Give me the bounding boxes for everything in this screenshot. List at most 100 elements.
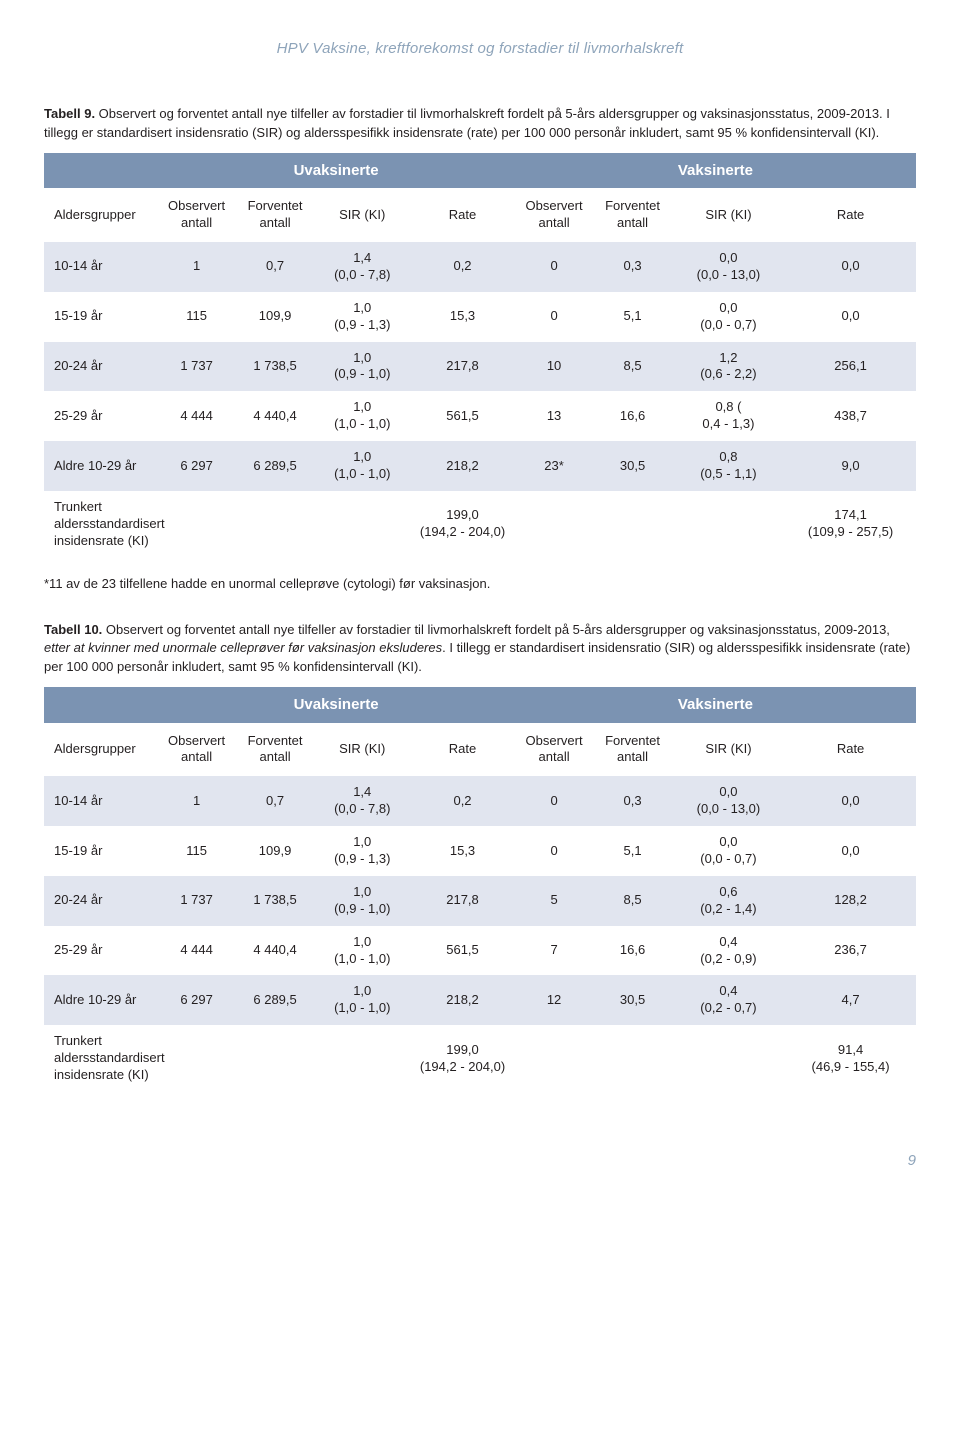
- table10-cell: 0,3: [593, 776, 671, 826]
- table10-group-blank: [44, 687, 157, 723]
- table9-footnote: *11 av de 23 tilfellene hadde en unormal…: [44, 576, 916, 591]
- table10-cell: 0,2: [410, 776, 515, 826]
- table10-group-header-row: Uvaksinerte Vaksinerte: [44, 687, 916, 723]
- table10-cell: 0,0(0,0 - 13,0): [672, 776, 785, 826]
- table10-cell: 8,5: [593, 876, 671, 926]
- table10-cell: 16,6: [593, 926, 671, 976]
- table9-row: 20-24 år1 7371 738,51,0(0,9 - 1,0)217,81…: [44, 342, 916, 392]
- table9-row: 10-14 år10,71,4(0,0 - 7,8)0,200,30,0(0,0…: [44, 242, 916, 292]
- table9-cell: 256,1: [785, 342, 916, 392]
- table10-caption-italic: etter at kvinner med unormale celleprøve…: [44, 640, 442, 655]
- table10-cell: 1,0(0,9 - 1,0): [314, 876, 410, 926]
- table9-cell: 0,2: [410, 242, 515, 292]
- table9-cell: [593, 491, 671, 558]
- table10-row: 15-19 år115109,91,0(0,9 - 1,3)15,305,10,…: [44, 826, 916, 876]
- table10-cell: 561,5: [410, 926, 515, 976]
- table9-row: 25-29 år4 4444 440,41,0(1,0 - 1,0)561,51…: [44, 391, 916, 441]
- table9-cell: 0,3: [593, 242, 671, 292]
- table10-cell: 5: [515, 876, 593, 926]
- table10-cell: 1,0(1,0 - 1,0): [314, 975, 410, 1025]
- table10-cell: 6 297: [157, 975, 235, 1025]
- table10-caption-body-a: Observert og forventet antall nye tilfel…: [102, 622, 890, 637]
- table10-cell: 0,4(0,2 - 0,9): [672, 926, 785, 976]
- table10-cell: 5,1: [593, 826, 671, 876]
- table9-cell: 1,0(1,0 - 1,0): [314, 391, 410, 441]
- table10-cell: 115: [157, 826, 235, 876]
- table9-col-7: SIR (KI): [672, 188, 785, 242]
- table9-cell: 10: [515, 342, 593, 392]
- table10-body: 10-14 år10,71,4(0,0 - 7,8)0,200,30,0(0,0…: [44, 776, 916, 1092]
- table9-col-1: Observert antall: [157, 188, 235, 242]
- table10-group-unvacc: Uvaksinerte: [157, 687, 514, 723]
- table10-cell: 91,4(46,9 - 155,4): [785, 1025, 916, 1092]
- table9-cell: 20-24 år: [44, 342, 157, 392]
- table9: Uvaksinerte Vaksinerte Aldersgrupper Obs…: [44, 153, 916, 558]
- table9-cell: 15,3: [410, 292, 515, 342]
- document-header: HPV Vaksine, kreftforekomst og forstadie…: [44, 40, 916, 57]
- table9-col-header-row: Aldersgrupper Observert antall Forventet…: [44, 188, 916, 242]
- table10-cell: 15-19 år: [44, 826, 157, 876]
- table10-col-3: SIR (KI): [314, 723, 410, 777]
- table10-cell: 4 444: [157, 926, 235, 976]
- table10-group-vacc: Vaksinerte: [515, 687, 916, 723]
- table9-col-4: Rate: [410, 188, 515, 242]
- table10-cell: 0,4(0,2 - 0,7): [672, 975, 785, 1025]
- table10-cell: 0: [515, 826, 593, 876]
- table9-cell: 1,2(0,6 - 2,2): [672, 342, 785, 392]
- table10-cell: 25-29 år: [44, 926, 157, 976]
- table9-group-header-row: Uvaksinerte Vaksinerte: [44, 153, 916, 189]
- table10-cell: 109,9: [236, 826, 314, 876]
- table9-cell: 199,0(194,2 - 204,0): [410, 491, 515, 558]
- table10-cell: 10-14 år: [44, 776, 157, 826]
- table9-cell: [236, 491, 314, 558]
- table9-row: 15-19 år115109,91,0(0,9 - 1,3)15,305,10,…: [44, 292, 916, 342]
- table9-cell: 0,0: [785, 242, 916, 292]
- table9-cell: 109,9: [236, 292, 314, 342]
- table10-caption: Tabell 10. Observert og forventet antall…: [44, 621, 916, 678]
- table10-cell: 7: [515, 926, 593, 976]
- table9-cell: 5,1: [593, 292, 671, 342]
- table9-cell: 9,0: [785, 441, 916, 491]
- table9-cell: 6 297: [157, 441, 235, 491]
- table10-col-6: Forventet antall: [593, 723, 671, 777]
- table9-cell: Trunkert aldersstandardisert insidensrat…: [44, 491, 157, 558]
- table9-cell: 23*: [515, 441, 593, 491]
- table9-cell: [672, 491, 785, 558]
- table10-col-7: SIR (KI): [672, 723, 785, 777]
- table9-cell: 1 737: [157, 342, 235, 392]
- table9-cell: 1,0(0,9 - 1,3): [314, 292, 410, 342]
- table9-group-vacc: Vaksinerte: [515, 153, 916, 189]
- table9-cell: 561,5: [410, 391, 515, 441]
- table10-col-4: Rate: [410, 723, 515, 777]
- table9-cell: 1,4(0,0 - 7,8): [314, 242, 410, 292]
- table10-cell: 1 738,5: [236, 876, 314, 926]
- table9-cell: [515, 491, 593, 558]
- page-number: 9: [44, 1152, 916, 1169]
- table9-caption-body: Observert og forventet antall nye tilfel…: [44, 106, 890, 140]
- table10-cell: [157, 1025, 235, 1092]
- table10-cell: 0,6(0,2 - 1,4): [672, 876, 785, 926]
- table10-cell: 218,2: [410, 975, 515, 1025]
- table10-row: Aldre 10-29 år6 2976 289,51,0(1,0 - 1,0)…: [44, 975, 916, 1025]
- table10-cell: 1,0(1,0 - 1,0): [314, 926, 410, 976]
- table10-cell: 0,0: [785, 776, 916, 826]
- table10-cell: 15,3: [410, 826, 515, 876]
- table9-cell: 115: [157, 292, 235, 342]
- table9-cell: 174,1(109,9 - 257,5): [785, 491, 916, 558]
- table10-cell: 1: [157, 776, 235, 826]
- table9-col-6: Forventet antall: [593, 188, 671, 242]
- table9-cell: 0,0(0,0 - 0,7): [672, 292, 785, 342]
- table9-cell: 1,0(1,0 - 1,0): [314, 441, 410, 491]
- table9-cell: 25-29 år: [44, 391, 157, 441]
- table10-col-8: Rate: [785, 723, 916, 777]
- table9-cell: 0: [515, 292, 593, 342]
- table9-cell: 438,7: [785, 391, 916, 441]
- table9-cell: 8,5: [593, 342, 671, 392]
- table10-row: Trunkert aldersstandardisert insidensrat…: [44, 1025, 916, 1092]
- table9-cell: 6 289,5: [236, 441, 314, 491]
- table10: Uvaksinerte Vaksinerte Aldersgrupper Obs…: [44, 687, 916, 1092]
- table9-row: Aldre 10-29 år6 2976 289,51,0(1,0 - 1,0)…: [44, 441, 916, 491]
- table9-group-unvacc: Uvaksinerte: [157, 153, 514, 189]
- table10-cell: 1,0(0,9 - 1,3): [314, 826, 410, 876]
- table9-col-0: Aldersgrupper: [44, 188, 157, 242]
